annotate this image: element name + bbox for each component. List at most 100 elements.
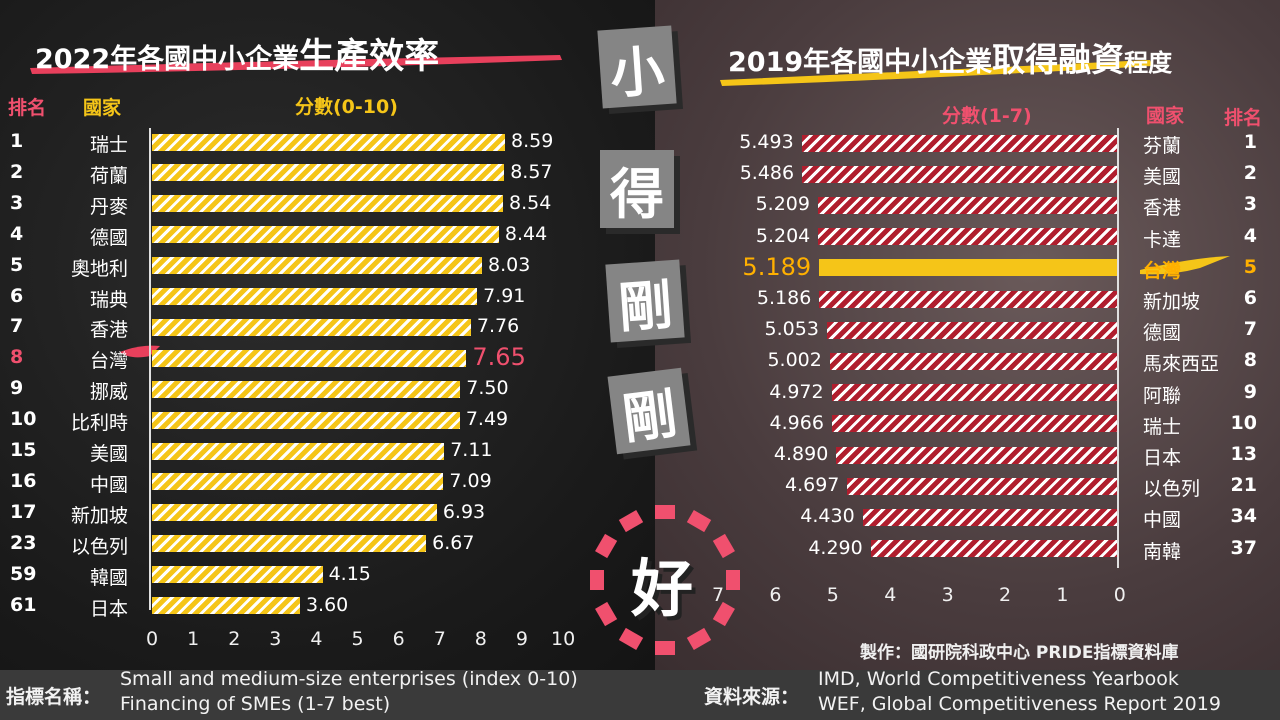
right-value-label: 4.697 (784, 474, 840, 497)
left-value-label: 7.65 (472, 343, 526, 372)
right-value-label: 5.209 (755, 193, 810, 216)
badge-ring-segment (726, 570, 740, 590)
right-country-header: 國家 (1146, 105, 1185, 127)
right-rank-label: 10 (1230, 411, 1257, 434)
right-x-tick: 4 (884, 584, 897, 606)
right-country-label: 中國 (1143, 509, 1182, 532)
left-rank-label: 61 (10, 593, 37, 616)
right-title-suffix: 程度 (1124, 49, 1173, 77)
left-country-label: 美國 (89, 443, 128, 465)
left-x-tick: 7 (433, 628, 446, 650)
badge-ring-segment (595, 601, 618, 627)
left-bar (152, 566, 323, 584)
left-value-label: 8.57 (510, 160, 553, 183)
badge-ring-segment (686, 627, 712, 650)
right-x-tick: 3 (941, 584, 954, 606)
left-value-label: 3.60 (305, 593, 349, 616)
badge-ring-segment (618, 510, 644, 533)
left-x-tick: 5 (351, 628, 364, 650)
slogan-badge-text: 好 (630, 552, 693, 625)
left-title-emphasis: 生產效率 (299, 37, 440, 77)
left-country-label: 德國 (89, 226, 128, 249)
right-x-tick: 2 (999, 584, 1012, 606)
right-rank-label: 34 (1230, 505, 1257, 528)
left-rank-label: 9 (10, 377, 24, 400)
right-value-label: 4.966 (769, 411, 824, 434)
left-rank-label: 6 (10, 284, 24, 307)
source-2: WEF, Global Competitiveness Report 2019 (818, 693, 1221, 715)
source-1: IMD, World Competitiveness Yearbook (818, 668, 1179, 690)
badge-ring-segment (686, 510, 712, 533)
right-rank-label: 6 (1243, 287, 1257, 309)
right-country-label: 南韓 (1143, 540, 1182, 563)
left-bar (152, 411, 460, 429)
left-score-header: 分數(0-10) (295, 96, 398, 118)
left-rank-header: 排名 (8, 97, 47, 119)
right-rank-label: 8 (1243, 349, 1257, 372)
right-bar (847, 477, 1117, 495)
left-country-header: 國家 (83, 97, 122, 119)
left-rank-label: 16 (10, 469, 37, 492)
indicator-1: Small and medium-size enterprises (index… (120, 668, 578, 690)
right-country-label: 美國 (1143, 166, 1182, 189)
left-x-tick: 1 (187, 628, 200, 650)
left-value-label: 8.44 (504, 222, 548, 245)
right-bar (818, 196, 1117, 214)
slogan-stamp-2: 得 (600, 150, 674, 228)
right-axis-line (1117, 128, 1119, 568)
right-x-tick: 5 (826, 584, 839, 606)
badge-ring-segment (655, 641, 675, 655)
left-bar (152, 318, 471, 336)
left-country-label: 日本 (89, 597, 128, 620)
right-bar (819, 290, 1117, 308)
right-x-tick: 0 (1113, 584, 1126, 606)
right-bar (870, 540, 1117, 558)
right-value-label: 5.486 (739, 162, 795, 185)
right-rank-label: 9 (1243, 380, 1257, 403)
left-bar (152, 380, 461, 398)
left-value-label: 7.09 (449, 469, 492, 492)
left-x-tick: 6 (392, 628, 405, 650)
left-rank-label: 8 (10, 346, 24, 369)
slogan-stamp-1: 小 (597, 25, 677, 109)
left-x-tick: 10 (551, 628, 576, 650)
right-rank-label: 13 (1230, 443, 1257, 465)
right-rank-label: 4 (1243, 224, 1257, 247)
left-bar (152, 164, 505, 182)
left-x-tick: 3 (269, 628, 282, 650)
left-bar (152, 226, 499, 244)
right-value-label: 4.290 (808, 536, 863, 559)
right-value-label: 5.204 (755, 224, 811, 247)
badge-ring-segment (595, 533, 618, 559)
badge-ring-segment (590, 570, 604, 590)
right-value-label: 4.972 (769, 380, 824, 403)
left-country-label: 瑞士 (89, 134, 128, 156)
right-bar (836, 446, 1117, 464)
left-x-tick: 9 (515, 628, 528, 650)
left-value-label: 6.67 (432, 531, 475, 554)
left-country-label: 瑞典 (89, 288, 128, 311)
right-rank-label: 37 (1230, 536, 1257, 559)
left-x-tick: 8 (474, 628, 487, 650)
left-value-label: 8.54 (508, 191, 552, 214)
left-rank-label: 5 (10, 253, 24, 276)
badge-ring-segment (618, 627, 644, 650)
left-bar (152, 473, 444, 491)
left-bar (152, 288, 478, 305)
right-rank-label: 5 (1243, 255, 1257, 278)
left-country-label: 奧地利 (70, 257, 128, 280)
right-rank-label: 21 (1230, 474, 1257, 497)
left-country-label: 中國 (89, 473, 128, 496)
left-bar (152, 195, 503, 213)
right-bar (819, 259, 1117, 277)
right-country-label: 馬來西亞 (1143, 353, 1220, 376)
left-value-label: 7.11 (450, 439, 493, 461)
left-value-label: 6.93 (442, 500, 486, 523)
left-rank-label: 59 (10, 562, 37, 585)
left-country-label: 荷蘭 (89, 164, 128, 187)
badge-ring-segment (655, 505, 675, 519)
left-country-label: 比利時 (70, 412, 128, 435)
right-value-label: 5.493 (739, 131, 794, 153)
left-value-label: 7.91 (483, 284, 526, 307)
right-rank-label: 2 (1243, 162, 1257, 185)
